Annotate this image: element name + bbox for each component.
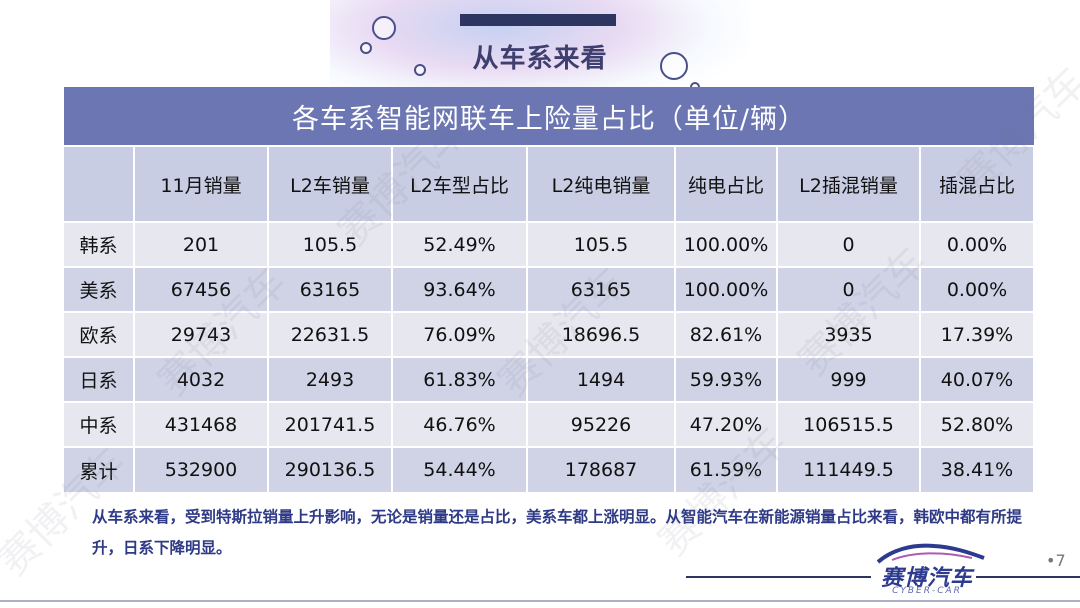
table-cell: 0 [777,221,921,267]
table-cell: 106515.5 [777,401,921,447]
table-cell: 17.39% [920,311,1035,357]
table-cell: 95226 [527,401,676,447]
table-cell: 0.00% [920,266,1035,312]
row-label: 累计 [64,446,135,492]
table-cell: 61.83% [392,356,528,402]
header-bar [460,14,616,26]
table-cell: 0.00% [920,221,1035,267]
table-row: 韩系 201 105.5 52.49% 105.5 100.00% 0 0.00% [64,221,1035,267]
column-header: 插混占比 [920,145,1035,222]
bottom-divider [0,600,1080,602]
table-cell: 290136.5 [268,446,393,492]
footer-divider [686,576,871,578]
table-cell: 178687 [527,446,676,492]
logo-subtext: CYBER-CAR [892,586,962,596]
table-cell: 201741.5 [268,401,393,447]
page-number: •7 [1046,551,1066,570]
table-cell: 82.61% [675,311,778,357]
table-cell: 29743 [134,311,269,357]
table-cell: 4032 [134,356,269,402]
row-label: 美系 [64,266,135,312]
analysis-note: 从车系来看，受到特斯拉销量上升影响，无论是销量还是占比，美系车都上涨明显。从智能… [92,508,1023,557]
column-header: L2纯电销量 [527,145,676,222]
column-header: 11月销量 [134,145,269,222]
table-cell: 532900 [134,446,269,492]
table-cell: 0 [777,266,921,312]
column-header: L2插混销量 [777,145,921,222]
table-cell: 111449.5 [777,446,921,492]
table-cell: 59.93% [675,356,778,402]
data-table-panel: 各车系智能网联车上险量占比（单位/辆） 11月销量 L2车销量 L2车型占比 L… [64,87,1035,492]
table-cell: 105.5 [527,221,676,267]
table-cell: 201 [134,221,269,267]
table-cell: 63165 [268,266,393,312]
table-cell: 18696.5 [527,311,676,357]
brand-logo: 赛博汽车 CYBER-CAR [872,538,992,604]
table-cell: 999 [777,356,921,402]
table-row: 累计 532900 290136.5 54.44% 178687 61.59% 111449… [64,446,1035,492]
footer-divider [976,576,1080,578]
bubble-decoration [360,42,372,54]
table-cell: 3935 [777,311,921,357]
column-header: 纯电占比 [675,145,778,222]
table-cell: 105.5 [268,221,393,267]
row-label: 中系 [64,401,135,447]
table-cell: 63165 [527,266,676,312]
sales-table: 11月销量 L2车销量 L2车型占比 L2纯电销量 纯电占比 L2插混销量 插混… [64,145,1035,492]
car-outline-icon [876,543,985,564]
table-cell: 1494 [527,356,676,402]
table-cell: 61.59% [675,446,778,492]
row-label: 韩系 [64,221,135,267]
table-cell: 100.00% [675,221,778,267]
table-cell: 431468 [134,401,269,447]
table-cell: 52.80% [920,401,1035,447]
table-cell: 100.00% [675,266,778,312]
row-label: 日系 [64,356,135,402]
table-row: 中系 431468 201741.5 46.76% 95226 47.20% 106515.… [64,401,1035,447]
column-header: L2车销量 [268,145,393,222]
table-cell: 67456 [134,266,269,312]
table-row: 美系 67456 63165 93.64% 63165 100.00% 0 0.00% [64,266,1035,312]
table-cell: 38.41% [920,446,1035,492]
bubble-decoration [372,16,396,40]
table-cell: 93.64% [392,266,528,312]
bubble-decoration [660,52,688,80]
logo-text: 赛博汽车 [880,566,973,591]
table-title: 各车系智能网联车上险量占比（单位/辆） [64,87,1034,145]
table-cell: 2493 [268,356,393,402]
bubble-decoration [414,64,426,76]
table-cell: 54.44% [392,446,528,492]
page-title: 从车系来看 [472,44,608,74]
table-cell: 46.76% [392,401,528,447]
table-row: 日系 4032 2493 61.83% 1494 59.93% 999 40.07% [64,356,1035,402]
table-row: 欧系 29743 22631.5 76.09% 18696.5 82.61% 3935 17.… [64,311,1035,357]
row-label: 欧系 [64,311,135,357]
table-cell: 22631.5 [268,311,393,357]
table-cell: 76.09% [392,311,528,357]
column-header: L2车型占比 [392,145,528,222]
column-header [64,145,135,222]
table-header-row: 11月销量 L2车销量 L2车型占比 L2纯电销量 纯电占比 L2插混销量 插混… [64,145,1035,222]
table-cell: 40.07% [920,356,1035,402]
table-cell: 47.20% [675,401,778,447]
table-cell: 52.49% [392,221,528,267]
